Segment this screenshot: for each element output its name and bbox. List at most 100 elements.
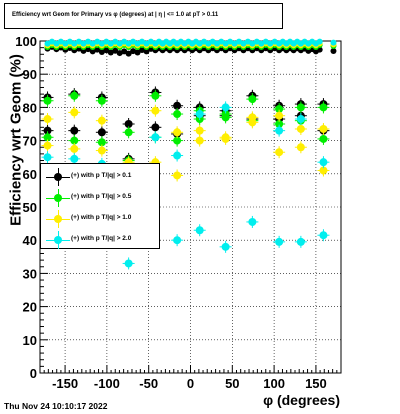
data-point-s1: [248, 95, 257, 104]
data-point-dense-s3: [71, 40, 78, 47]
data-point-dense-s0: [330, 47, 337, 54]
x-tick-label: 100: [263, 376, 285, 391]
data-point-s3: [319, 158, 328, 167]
data-point-s3: [151, 133, 160, 142]
data-point-s3: [221, 242, 230, 251]
y-tick-label: 100: [15, 34, 37, 49]
data-point-s1: [97, 96, 106, 105]
data-point-dense-s0: [112, 47, 119, 54]
data-point-s2: [319, 166, 328, 175]
data-point-s3: [319, 231, 328, 240]
data-point-s2: [97, 146, 106, 155]
data-point-dense-s3: [80, 40, 87, 47]
data-point-s3: [173, 236, 182, 245]
data-point-dense-s0: [134, 49, 141, 56]
x-tick-label: -150: [52, 376, 78, 391]
data-point-s3: [221, 103, 230, 112]
data-point-s3: [275, 237, 284, 246]
chart-title: Efficiency wrt Geom for Primary vs φ (de…: [12, 12, 219, 18]
data-point-s2: [70, 144, 79, 153]
x-tick-label: -50: [139, 376, 158, 391]
data-point-s2: [296, 143, 305, 152]
data-point-s3: [195, 226, 204, 235]
data-point-s2: [275, 148, 284, 157]
data-point-s2: [97, 116, 106, 125]
data-point-s2: [248, 118, 257, 127]
data-point-dense-s0: [94, 46, 101, 53]
legend-marker-cyan: [54, 236, 62, 244]
legend-marker-black: [54, 173, 62, 181]
data-point-s2: [173, 171, 182, 180]
data-point-dense-s0: [121, 48, 128, 55]
legend-marker-green: [54, 194, 62, 202]
y-tick-label: 70: [23, 134, 37, 149]
data-point-dense-s0: [125, 50, 132, 57]
data-point-s2: [221, 134, 230, 143]
data-point-dense-s3: [89, 40, 96, 47]
y-axis-label: Efficiency wrt Geom (%): [7, 54, 25, 226]
data-point-dense-s3: [85, 38, 92, 45]
data-point-dense-s0: [85, 46, 92, 53]
data-point-s2: [195, 126, 204, 135]
legend-item-pt-0-5: (+) with p T/|q| > 0.5: [41, 188, 159, 208]
data-point-s2: [275, 111, 284, 120]
data-point-s3: [173, 151, 182, 160]
data-point-s1: [319, 134, 328, 143]
data-point-dense-s3: [94, 38, 101, 45]
data-point-s3: [43, 153, 52, 162]
data-point-s1: [151, 91, 160, 100]
data-point-s2: [173, 128, 182, 137]
y-tick-label: 90: [23, 67, 37, 82]
x-axis-label: φ (degrees): [263, 392, 340, 408]
timestamp: Thu Nov 24 10:10:17 2022: [4, 401, 108, 411]
data-point-s3: [248, 217, 257, 226]
data-point-s1: [43, 133, 52, 142]
data-point-s2: [70, 108, 79, 117]
data-point-s0: [43, 126, 52, 135]
x-tick-label: -100: [94, 376, 120, 391]
y-tick-label: 60: [23, 167, 37, 182]
y-tick-label: 50: [23, 200, 37, 215]
data-point-s1: [319, 103, 328, 112]
legend-item-pt-2-0: (+) with p T/|q| > 2.0: [41, 230, 159, 250]
data-point-s0: [70, 126, 79, 135]
data-point-s2: [195, 136, 204, 145]
data-point-s2: [151, 106, 160, 115]
data-point-s3: [124, 259, 133, 268]
data-point-s1: [173, 136, 182, 145]
legend: (+) with p T/|q| > 0.1 (+) with p T/|q| …: [40, 163, 160, 249]
y-tick-label: 80: [23, 100, 37, 115]
x-tick-label: 0: [187, 376, 194, 391]
data-point-s1: [70, 136, 79, 145]
data-point-s0: [151, 123, 160, 132]
data-point-s2: [43, 141, 52, 150]
x-tick-label: 150: [305, 376, 327, 391]
data-point-s0: [97, 128, 106, 137]
y-tick-label: 10: [23, 333, 37, 348]
data-point-dense-s3: [330, 39, 337, 46]
data-point-s1: [275, 105, 284, 114]
data-point-dense-s0: [143, 48, 150, 55]
data-point-dense-s0: [103, 47, 110, 54]
data-point-s1: [97, 138, 106, 147]
data-point-s0: [173, 101, 182, 110]
data-point-s1: [70, 91, 79, 100]
data-point-s2: [319, 124, 328, 133]
x-tick-label: 50: [225, 376, 239, 391]
data-point-s3: [195, 110, 204, 119]
data-point-s1: [275, 120, 284, 128]
data-point-dense-s0: [89, 48, 96, 55]
legend-label: (+) with p T/|q| > 1.0: [71, 214, 132, 221]
data-point-s1: [124, 128, 133, 137]
data-point-s3: [296, 237, 305, 246]
data-point-s1: [221, 113, 230, 122]
legend-item-pt-0-1: (+) with p T/|q| > 0.1: [41, 167, 159, 187]
y-tick-label: 40: [23, 233, 37, 248]
legend-label: (+) with p T/|q| > 0.5: [71, 193, 132, 200]
legend-label: (+) with p T/|q| > 0.1: [71, 172, 132, 179]
data-point-s1: [173, 110, 182, 119]
y-tick-label: 20: [23, 300, 37, 315]
y-tick-label: 0: [30, 366, 37, 381]
y-tick-label: 30: [23, 266, 37, 281]
data-point-dense-s3: [316, 38, 323, 45]
